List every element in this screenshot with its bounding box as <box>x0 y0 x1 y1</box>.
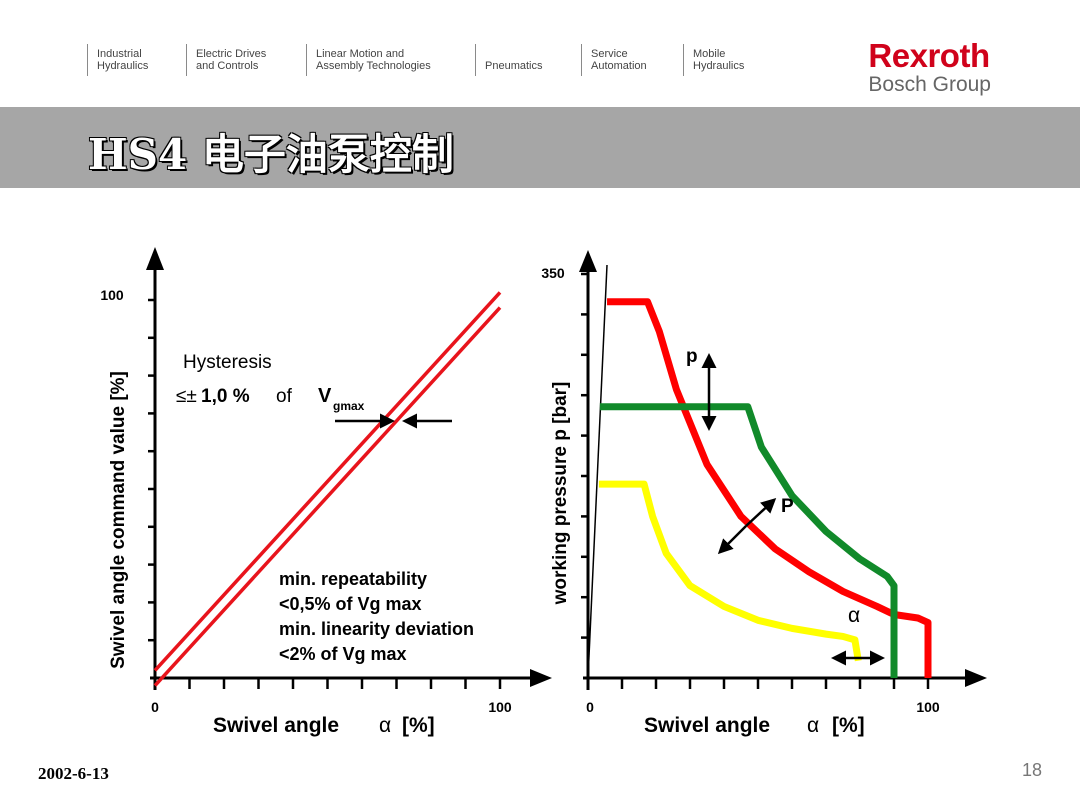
chart2-y-label: working pressure p [bar] <box>550 382 571 606</box>
chart1-series-line-2 <box>153 291 502 672</box>
chart2-y-axis-arrow <box>579 250 597 272</box>
brand-subtitle: Bosch Group <box>868 73 991 96</box>
note-line-4: <2% of Vg max <box>279 644 407 664</box>
pressure-chart: 350 0 100 working pressure p [bar] Swive… <box>541 250 987 737</box>
P-label: P <box>781 496 794 517</box>
p-label: p <box>686 346 698 367</box>
chart1-y-label: Swivel angle command value [%] <box>108 371 129 669</box>
vgmax-subscript: gmax <box>333 399 365 413</box>
chart2-limit-line <box>587 264 608 679</box>
chart2-x-tick-0: 0 <box>586 699 594 715</box>
chart2-x-label-symbol: α <box>807 714 819 737</box>
chart2-x-axis-arrow <box>965 669 987 687</box>
chart1-y-tick-100: 100 <box>100 287 124 303</box>
chart2-y-tick-350: 350 <box>541 265 565 281</box>
chart2-green-curve <box>599 403 898 678</box>
nav-item-linear-motion[interactable]: Linear Motion and Assembly Technologies <box>306 44 431 76</box>
chart1-x-label-unit: [%] <box>402 714 435 737</box>
vgmax-symbol: V <box>318 385 332 407</box>
note-line-2: <0,5% of Vg max <box>279 594 422 614</box>
P-arrow-up <box>745 497 777 527</box>
chart2-red-curve <box>607 298 932 678</box>
nav-item-pneumatics[interactable]: Pneumatics <box>475 44 542 76</box>
nav-item-service-automation[interactable]: Service Automation <box>581 44 647 76</box>
chart1-x-label-symbol: α <box>379 714 391 737</box>
brand-name: Rexroth <box>868 37 990 74</box>
note-line-3: min. linearity deviation <box>279 619 474 639</box>
nav-item-industrial-hydraulics[interactable]: Industrial Hydraulics <box>87 44 148 76</box>
division-nav: Industrial Hydraulics Electric Drives an… <box>0 44 800 80</box>
hysteresis-value: 1,0 % <box>201 386 250 407</box>
P-arrow-down <box>717 525 747 555</box>
chart2-x-label: Swivel angle <box>644 714 770 737</box>
chart2-x-label-unit: [%] <box>832 714 865 737</box>
chart1-x-tick-0: 0 <box>151 699 159 715</box>
chart2-x-tick-100: 100 <box>916 699 940 715</box>
nav-item-electric-drives[interactable]: Electric Drives and Controls <box>186 44 266 76</box>
alpha-label: α <box>848 604 860 627</box>
hysteresis-of: of <box>276 386 293 407</box>
page-title: HS4 电子油泵控制 <box>88 130 454 179</box>
chart1-x-label: Swivel angle <box>213 714 339 737</box>
title-bar: HS4 电子油泵控制 <box>0 107 1080 188</box>
chart1-x-axis-arrow <box>530 669 552 687</box>
chart2-yellow-curve <box>598 480 862 662</box>
hysteresis-prefix: ≤± <box>176 386 197 407</box>
brand-logo: Rexroth Bosch Group <box>868 37 991 97</box>
note-line-1: min. repeatability <box>279 569 427 589</box>
chart1-x-tick-100: 100 <box>488 699 512 715</box>
hysteresis-chart: 100 0 100 Swivel angle command value [%]… <box>100 247 552 737</box>
page-number: 18 <box>1021 760 1042 780</box>
hysteresis-title: Hysteresis <box>183 352 272 373</box>
nav-item-mobile-hydraulics[interactable]: Mobile Hydraulics <box>683 44 744 76</box>
footer-date: 2002-6-13 <box>38 764 109 783</box>
chart1-series-line-1 <box>153 306 502 687</box>
chart1-y-axis-arrow <box>146 247 164 270</box>
